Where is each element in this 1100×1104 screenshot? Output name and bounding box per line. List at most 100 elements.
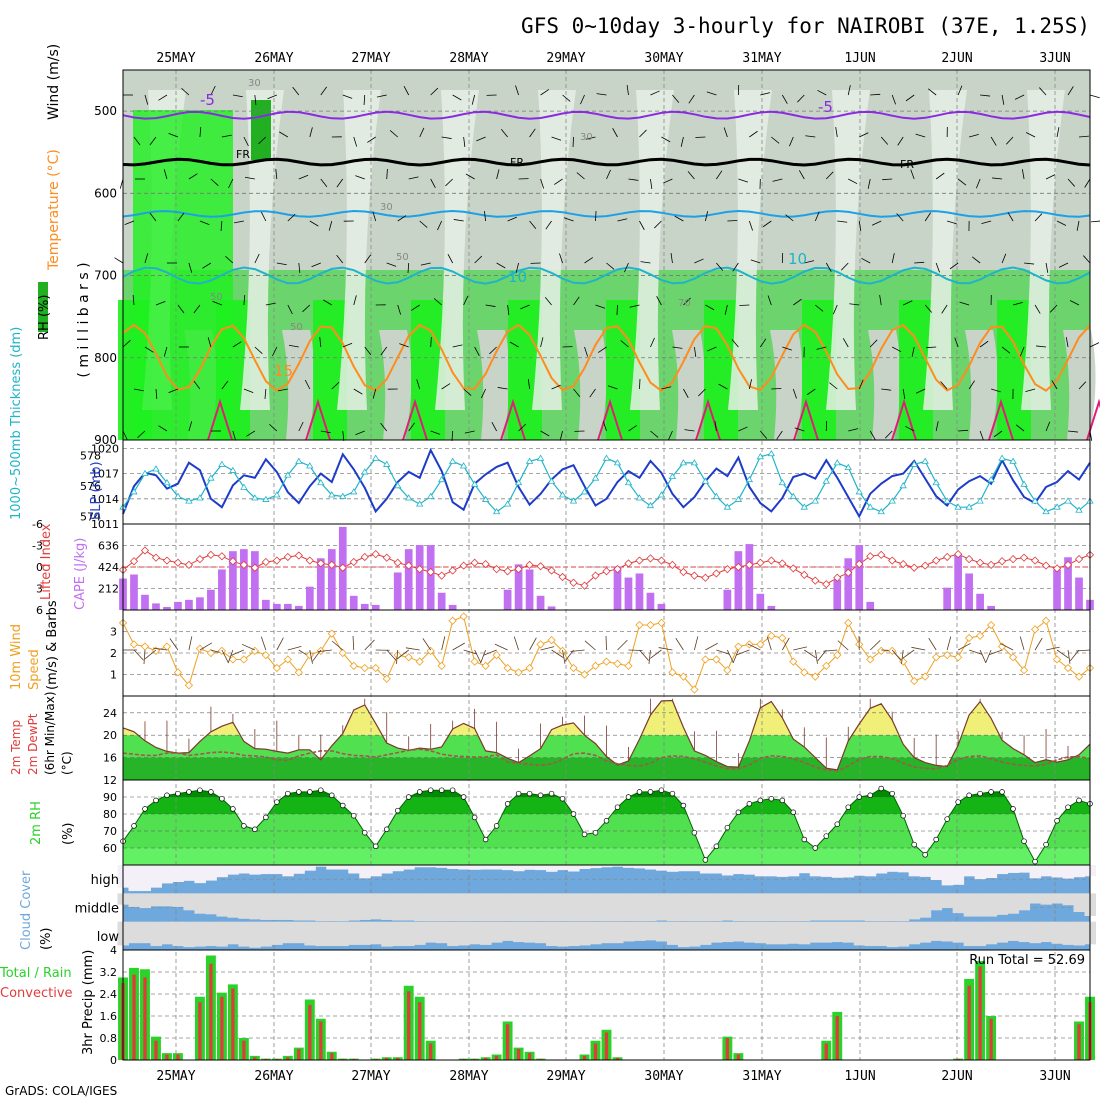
cloud-low-bar	[953, 922, 964, 943]
bottom-date-label: 1JUN	[844, 1069, 875, 1084]
precip-convective-bar	[132, 975, 135, 1060]
cloud-high-bar	[546, 865, 557, 872]
cloud-middle-bar	[436, 893, 447, 921]
cloud-high-bar	[700, 865, 711, 874]
wind-barb-10m	[1035, 638, 1042, 650]
cloud-low-bar	[722, 922, 733, 942]
wind-barb-10m	[134, 650, 144, 660]
wind-tick-label: 2	[110, 647, 117, 660]
cloud-low-bar	[1074, 922, 1085, 946]
wind-barb-10m	[676, 638, 684, 650]
cloud-low-bar	[249, 922, 260, 948]
lifted-index-point	[207, 551, 214, 558]
cape-bar	[251, 551, 259, 610]
cloud-middle-bar	[876, 893, 887, 921]
rh-point	[296, 790, 301, 795]
wind-speed-point	[526, 665, 533, 672]
cloud-high-bar	[447, 865, 458, 869]
cloud-middle-bar	[1030, 893, 1041, 903]
cloud-low-bar	[656, 922, 667, 942]
cape-bar	[295, 606, 303, 610]
rh-point	[187, 790, 192, 795]
precip-convective-bar	[836, 1016, 839, 1060]
wind-barb-10m	[288, 646, 302, 650]
thickness-ylabel: 1000~500mb Thickness (dm)	[9, 327, 24, 520]
thickness-point	[274, 492, 280, 497]
precip-total-ylabel: Total / Rain	[0, 966, 72, 981]
cloud-middle-bar	[854, 893, 865, 920]
precip-convective-bar	[1077, 1024, 1080, 1060]
rh-ylabel: RH (%)	[37, 295, 52, 340]
wind-barb-10m	[277, 638, 284, 650]
cloud-middle-bar	[1008, 893, 1019, 913]
cloud-high-bar	[337, 865, 348, 870]
wind-speed-point	[570, 665, 577, 672]
wind-barb-10m	[694, 636, 697, 650]
cloud-ylabel-group: (%)	[39, 928, 54, 951]
cloud-low-bar	[326, 922, 337, 946]
precip-convective-bar	[989, 1019, 992, 1060]
wind-speed-point	[955, 654, 962, 661]
precip-ylabel-group: 3hr Precip (mm)	[81, 950, 96, 1055]
rh-point	[824, 834, 829, 839]
wind-speed-point	[141, 643, 148, 650]
wind-speed-point	[933, 654, 940, 661]
cape-bar	[526, 569, 534, 610]
cape-bar	[504, 590, 512, 610]
wind-speed-point	[779, 634, 786, 641]
cloud-middle-bar	[150, 893, 161, 906]
cloud-low-bar	[271, 922, 282, 945]
cloud-middle-bar	[183, 893, 194, 910]
wind-speed-point	[702, 656, 709, 663]
wind-barb-10m	[1076, 650, 1090, 651]
wind-speed-point	[603, 658, 610, 665]
rh-point	[956, 800, 961, 805]
precip-convective-bar	[506, 1024, 509, 1060]
contour-label: 15	[274, 362, 293, 380]
cape-bar	[548, 606, 556, 610]
contour-label: 30	[580, 132, 593, 143]
rh2m-ylabel-group: (%)	[61, 823, 76, 846]
precip-convective-bar	[967, 986, 970, 1060]
lifted-index-point	[152, 554, 159, 561]
rh-point	[571, 812, 576, 817]
cape-bar	[361, 604, 369, 610]
cape-bar	[1053, 569, 1061, 610]
precip-convective-bar	[407, 991, 410, 1060]
cloud-middle-bar	[568, 893, 579, 921]
temp-tick-label: 16	[103, 752, 117, 765]
cape-bar	[636, 573, 644, 610]
cape-bar	[855, 545, 863, 610]
rh2m-ylabel: 2m RH	[29, 801, 44, 845]
cloud-high-bar	[1041, 865, 1052, 876]
cloud-low-bar	[1019, 922, 1030, 942]
temp-ylabel: (6hr Min/Max)	[43, 692, 57, 776]
cloud-low-bar	[843, 922, 854, 943]
rh-very-moist	[251, 100, 271, 160]
wind-barb-10m	[911, 647, 925, 650]
wind-barb-10m	[617, 640, 627, 650]
cape-bar	[658, 604, 666, 610]
lifted-index-point	[438, 572, 445, 579]
cloud-low-bar	[315, 922, 326, 946]
lifted-index-point	[394, 559, 401, 566]
thickness-point	[593, 475, 599, 480]
rh-point	[417, 790, 422, 795]
cloud-tick-label: middle	[75, 902, 119, 917]
cloud-middle-bar	[480, 893, 491, 921]
cloud-low-bar	[777, 922, 788, 945]
cape-ylabel-group: CAPE (J/kg)	[73, 538, 88, 610]
cloud-low-bar	[227, 922, 238, 945]
wind-barb-10m	[406, 648, 420, 650]
cloud-middle-bar	[392, 893, 403, 920]
thickness-point	[933, 480, 939, 485]
cloud-low-bar	[634, 922, 645, 941]
cloud-high-bar	[942, 865, 953, 885]
cloud-low-bar	[942, 922, 953, 942]
cloud-high-bar	[513, 865, 524, 871]
cloud-high-bar	[238, 865, 249, 874]
temp-ylabel-group: (°C)	[60, 751, 74, 775]
cloud-low-bar	[337, 922, 348, 946]
rh-point	[351, 813, 356, 818]
precip-convective-bar	[418, 1002, 421, 1060]
